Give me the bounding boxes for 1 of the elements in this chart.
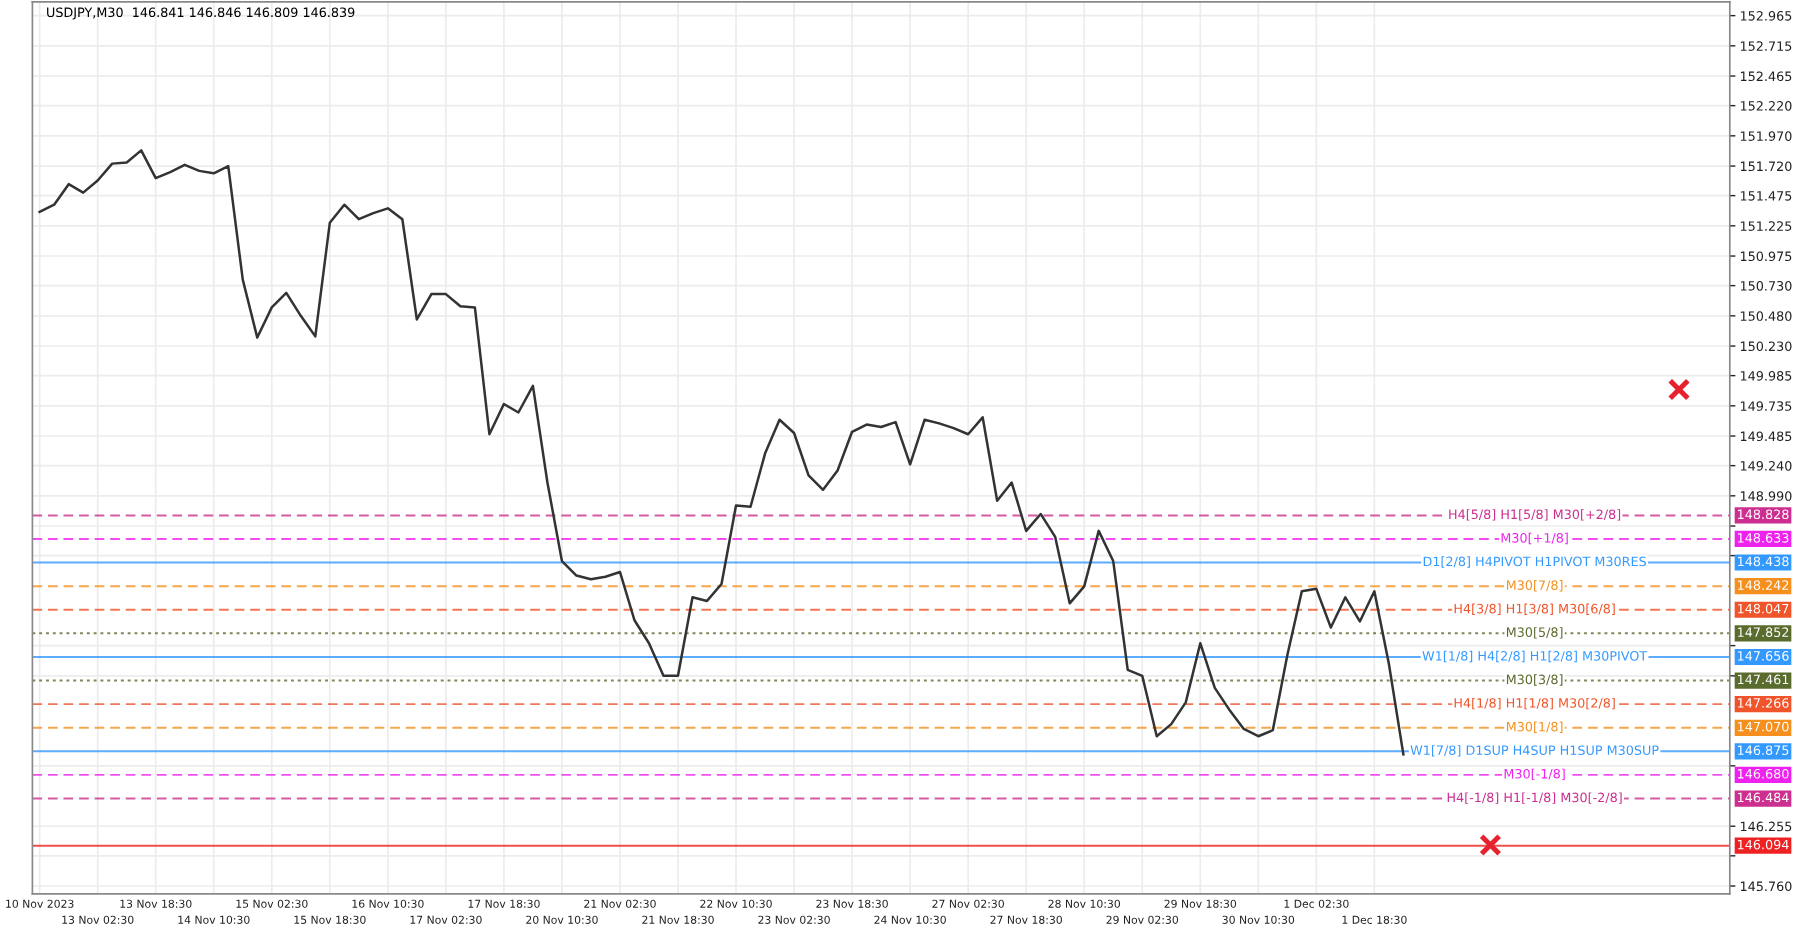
line-series bbox=[38, 149, 1405, 756]
